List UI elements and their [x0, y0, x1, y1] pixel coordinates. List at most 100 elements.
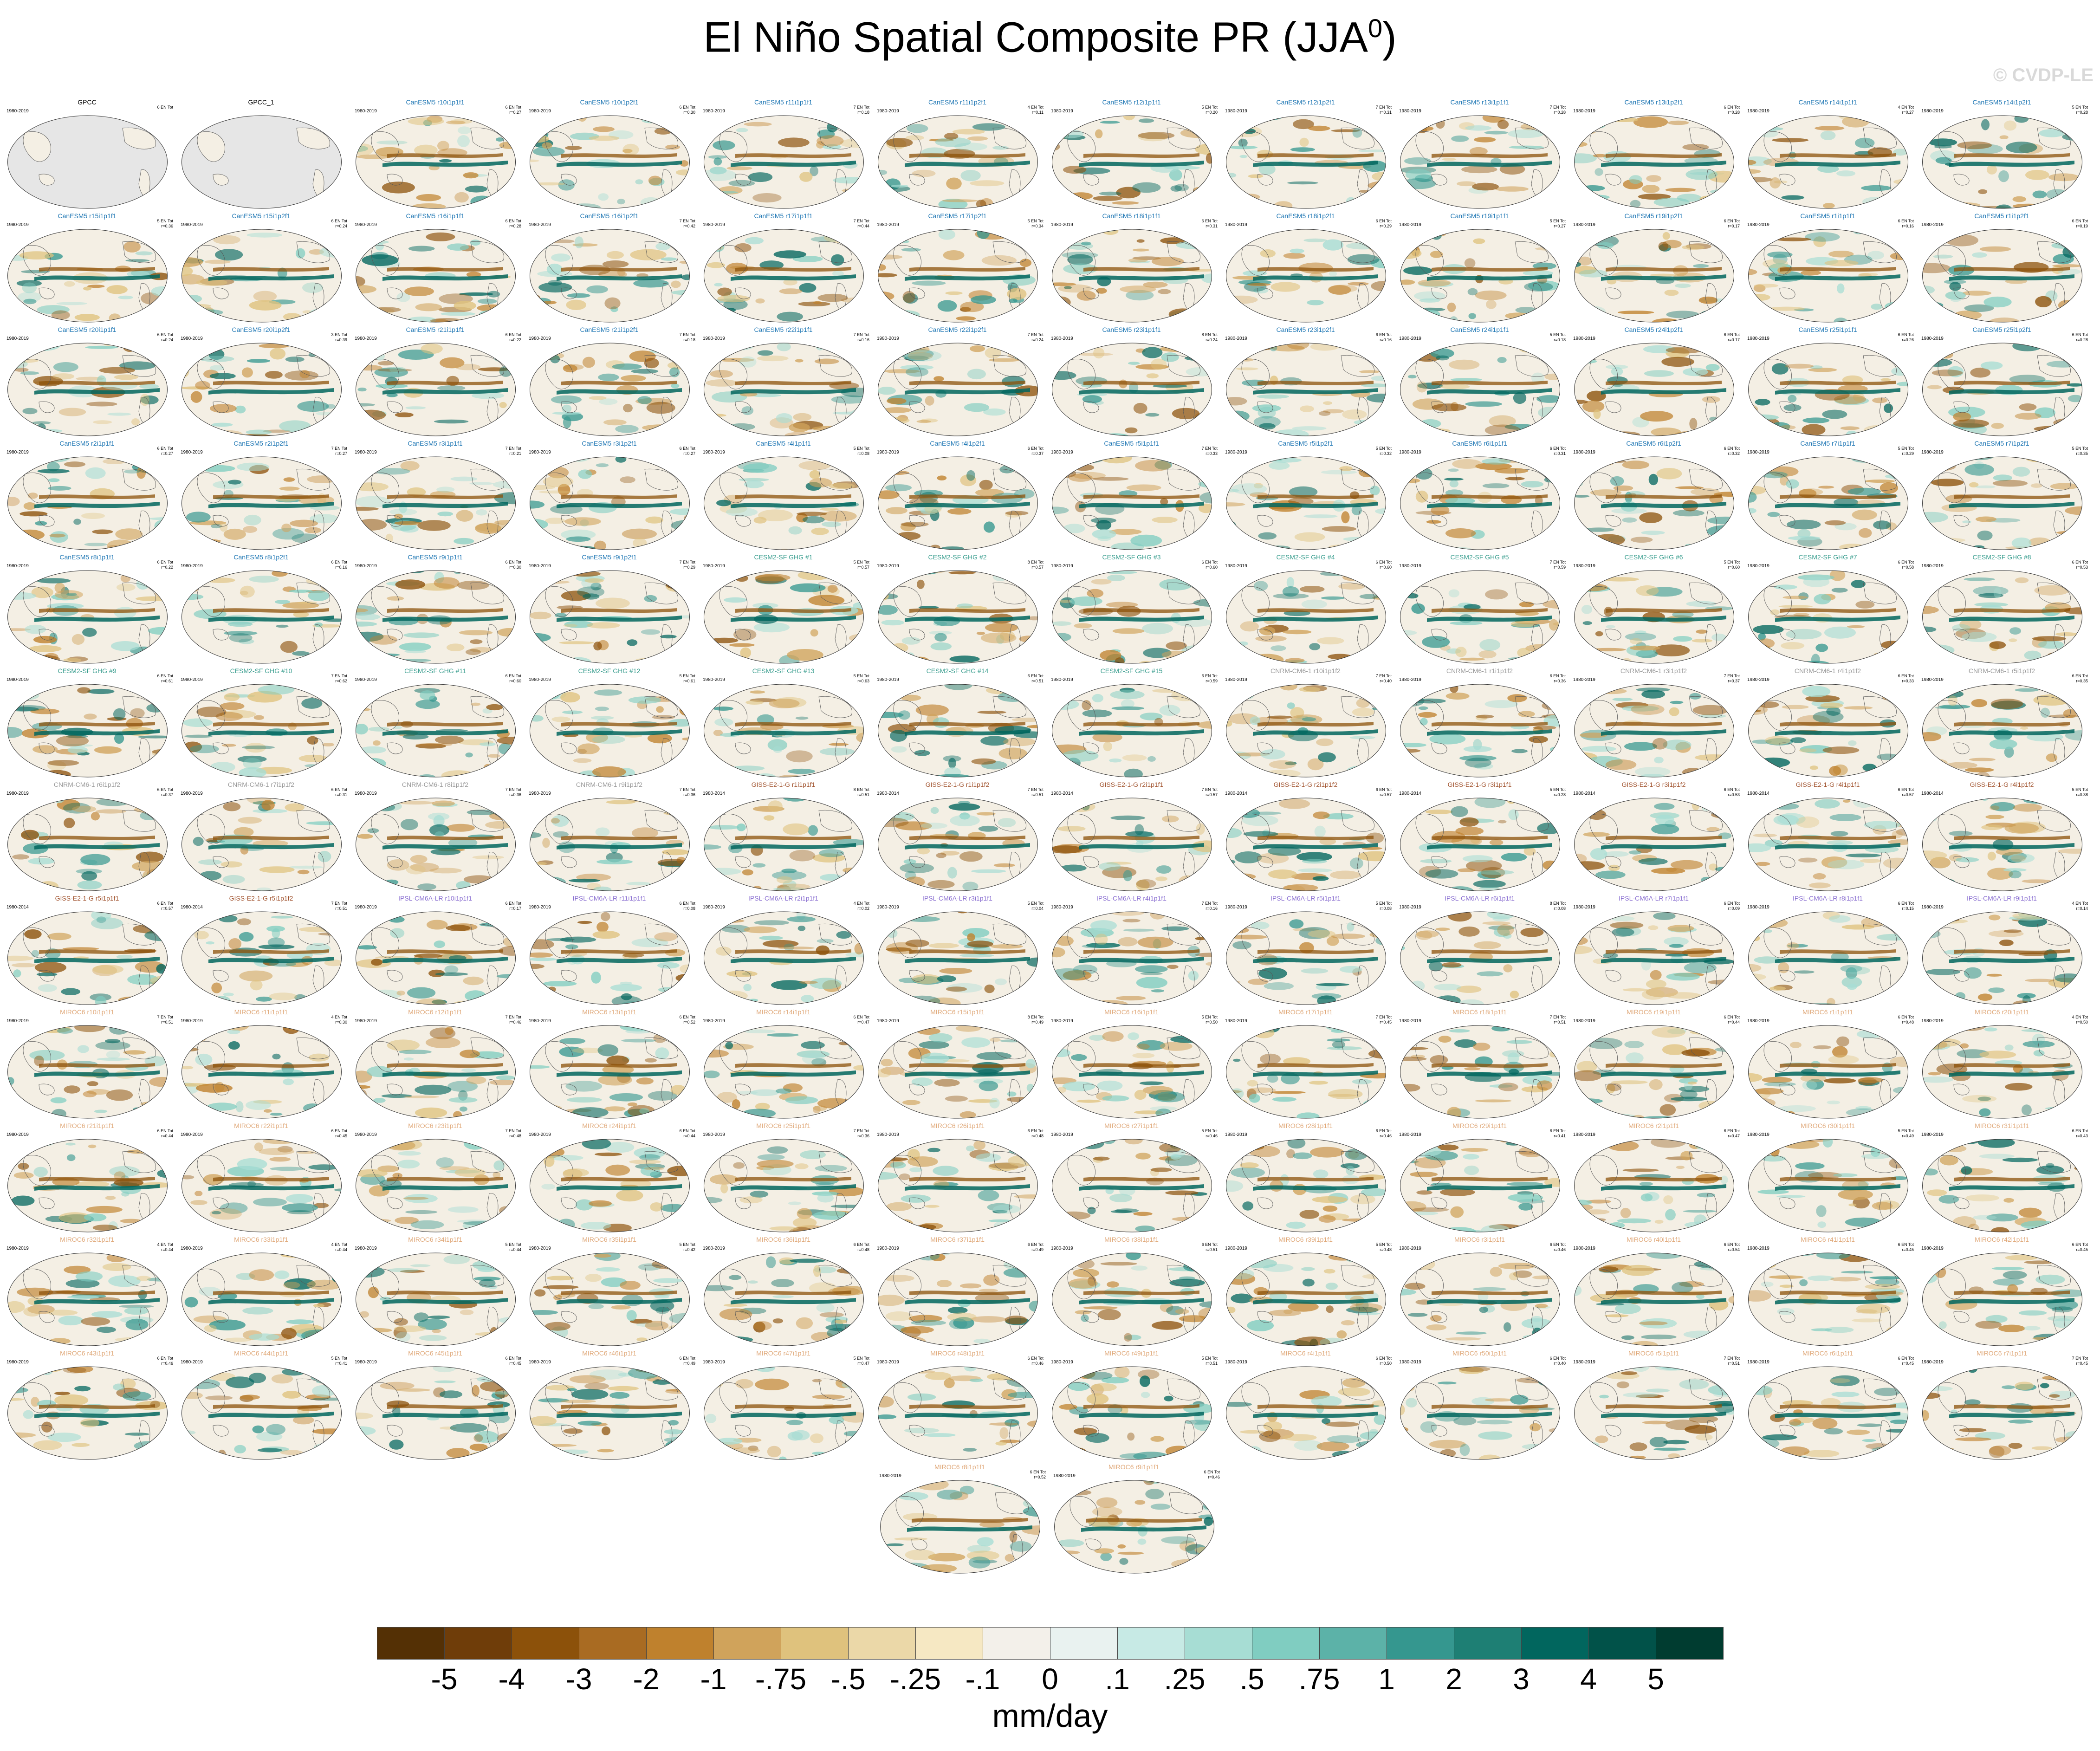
anomaly-patch — [283, 1078, 294, 1085]
anomaly-patch — [196, 707, 227, 718]
continent-outline — [893, 814, 921, 844]
anomaly-patch — [1748, 160, 1756, 165]
map-panel: CanESM5 r14i1p2f1 1980-2019 5 EN Tot r=0.2… — [1915, 98, 2089, 212]
anomaly-patch — [136, 851, 164, 863]
anomaly-patch — [476, 509, 487, 516]
continent-outline — [735, 742, 751, 754]
continent-outline — [23, 927, 51, 958]
anomaly-patch — [852, 1002, 864, 1005]
anomaly-patch — [17, 999, 36, 1005]
anomaly-patch — [479, 742, 496, 746]
anomaly-patch — [599, 398, 618, 405]
anomaly-patch — [578, 469, 592, 479]
anomaly-patch — [1280, 684, 1297, 691]
anomaly-patch — [1462, 855, 1493, 863]
anomaly-patch — [437, 385, 466, 391]
anomaly-patch — [906, 135, 924, 141]
anomaly-patch — [237, 918, 252, 926]
panel-title: GISS-E2-1-G r1i1p1f2 — [925, 781, 990, 788]
continent-outline — [2037, 127, 2071, 149]
dry-band — [1257, 949, 1374, 954]
anomaly-patch — [181, 229, 201, 236]
anomaly-patch — [1641, 690, 1665, 699]
anomaly-patch — [739, 478, 769, 481]
anomaly-patch — [1326, 936, 1339, 946]
anomaly-patch — [535, 985, 551, 992]
anomaly-patch — [1634, 630, 1646, 634]
panel-stat: 6 EN Tot r=0.24 — [331, 219, 347, 228]
anomaly-patch — [602, 260, 629, 268]
anomaly-patch — [1226, 188, 1237, 199]
anomaly-patch — [1419, 718, 1428, 726]
anomaly-patch — [184, 734, 213, 738]
dry-band — [39, 608, 155, 613]
equatorial-wet-band — [1775, 957, 1900, 963]
map-border — [7, 684, 168, 778]
continent-outline — [2037, 468, 2071, 491]
map-panel: CanESM5 r2i1p2f1 1980-2019 7 EN Tot r=0.27 — [174, 440, 348, 553]
anomaly-patch — [1195, 937, 1206, 940]
anomaly-patch — [1123, 870, 1132, 882]
anomaly-patch — [1622, 988, 1648, 992]
anomaly-patch — [1624, 742, 1657, 751]
anomaly-patch — [542, 1105, 562, 1111]
anomaly-patch — [1400, 1038, 1424, 1042]
anomaly-patch — [533, 182, 566, 186]
anomaly-patch — [1282, 586, 1299, 597]
map-border — [1574, 456, 1734, 550]
anomaly-patch — [28, 858, 55, 865]
panel-stat: 6 EN Tot r=0.08 — [679, 901, 695, 911]
anomaly-patch — [1590, 319, 1619, 322]
continent-outline — [470, 127, 504, 149]
anomaly-patch — [1531, 372, 1544, 384]
dry-band — [39, 267, 155, 272]
anomaly-patch — [2034, 426, 2070, 432]
map-border — [1748, 798, 1908, 891]
anomaly-patch — [637, 396, 652, 404]
anomaly-patch — [1507, 1052, 1519, 1064]
anomaly-patch — [1969, 482, 1979, 487]
anomaly-patch — [1463, 746, 1492, 752]
anomaly-patch — [848, 116, 864, 117]
continent-outline — [1083, 742, 1099, 754]
equatorial-wet-band — [382, 161, 508, 167]
anomaly-patch — [1253, 1027, 1275, 1038]
panel-title: CanESM5 r11i1p1f1 — [754, 98, 813, 106]
anomaly-patch — [1111, 706, 1145, 710]
map-panel: CanESM5 r3i1p2f1 1980-2019 6 EN Tot r=0.27 — [522, 440, 696, 553]
anomaly-patch — [1622, 460, 1650, 469]
anomaly-patch — [1769, 306, 1805, 311]
anomaly-patch — [1855, 1106, 1872, 1110]
anomaly-patch — [1829, 765, 1841, 776]
continent-outline — [1605, 629, 1621, 641]
panel-stat: 7 EN Tot r=0.31 — [1375, 105, 1392, 115]
anomaly-patch — [1820, 702, 1843, 708]
anomaly-patch — [551, 253, 571, 262]
anomaly-patch — [878, 264, 886, 271]
anomaly-patch — [1338, 583, 1365, 590]
continent-outline — [23, 131, 51, 162]
anomaly-patch — [1418, 706, 1428, 710]
anomaly-patch — [943, 1059, 970, 1063]
anomaly-patch — [1771, 363, 1789, 375]
panel-stat: 5 EN Tot r=0.38 — [2072, 787, 2088, 797]
anomaly-patch — [1656, 468, 1682, 480]
anomaly-patch — [551, 818, 560, 824]
continent-outline — [470, 582, 504, 604]
dry-band — [213, 949, 329, 954]
anomaly-patch — [207, 1102, 237, 1111]
anomaly-patch — [2009, 916, 2046, 921]
anomaly-patch — [1122, 919, 1141, 923]
panel-years: 1980-2019 — [1573, 677, 1595, 682]
map-panel: CanESM5 r8i1p2f1 1980-2019 6 EN Tot r=0.16 — [174, 553, 348, 667]
map-panel: CESM2-SF GHG #10 1980-2019 7 EN Tot r=0.62 — [174, 667, 348, 781]
anomaly-patch — [553, 831, 569, 838]
panel-stat: 5 EN Tot r=0.34 — [1027, 219, 1044, 228]
anomaly-patch — [1292, 426, 1327, 431]
anomaly-patch — [83, 286, 91, 291]
anomaly-patch — [1137, 1040, 1166, 1051]
anomaly-patch — [1142, 623, 1173, 635]
anomaly-patch — [1405, 478, 1420, 483]
anomaly-patch — [32, 421, 51, 425]
anomaly-patch — [1369, 127, 1386, 132]
